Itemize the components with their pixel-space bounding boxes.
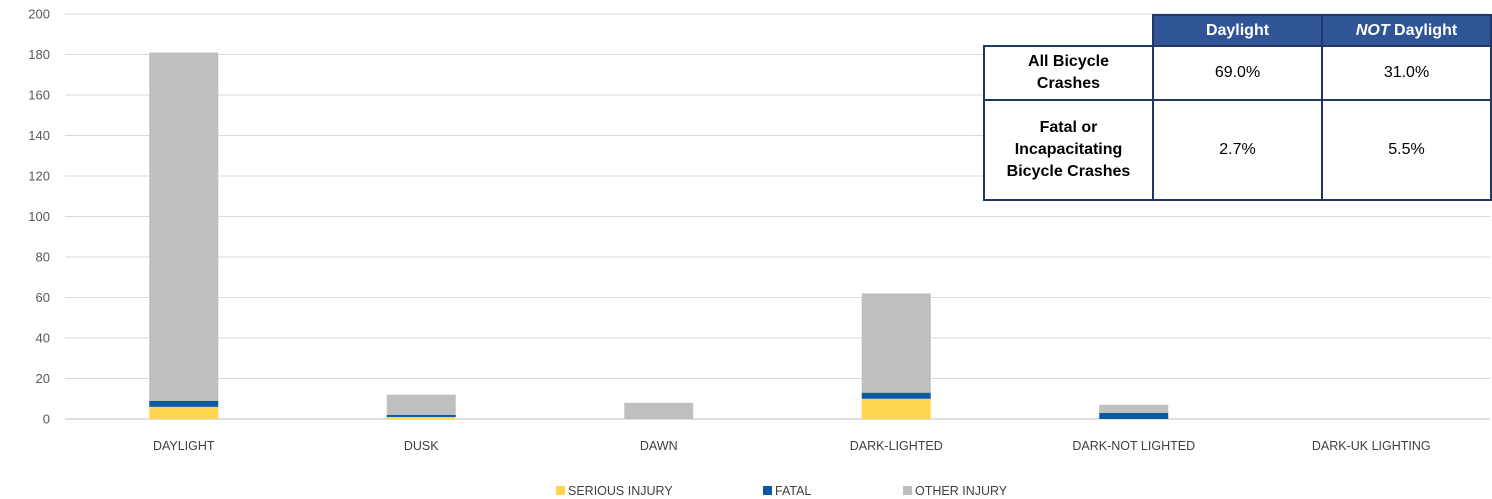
cell-all-daylight: 69.0% <box>1152 45 1323 101</box>
legend-swatch <box>763 486 772 495</box>
cell-fatal-daylight: 2.7% <box>1152 99 1323 201</box>
bar-segment-other-injury <box>149 52 219 401</box>
y-axis-tick-labels: 0 20 40 60 80 100 120 140 160 180 200 <box>28 7 50 427</box>
bar-segment-other-injury <box>861 293 931 393</box>
y-tick-label: 160 <box>28 88 50 103</box>
header-daylight: Daylight <box>1152 14 1323 47</box>
summary-table: Daylight NOT Daylight All Bicycle Crashes… <box>983 14 1492 201</box>
bar-segment-fatal <box>1099 412 1169 419</box>
header-not-daylight: NOT Daylight <box>1321 14 1492 47</box>
y-tick-label: 200 <box>28 7 50 22</box>
bars <box>149 52 1169 419</box>
legend-label: SERIOUS INJURY <box>568 484 673 498</box>
legend: SERIOUS INJURY FATAL OTHER INJURY <box>556 484 1008 498</box>
y-tick-label: 40 <box>36 331 50 346</box>
x-tick-label: DAWN <box>640 439 678 453</box>
x-tick-label: DAYLIGHT <box>153 439 215 453</box>
row-label-line: Fatal or Incapacitating <box>1014 119 1123 158</box>
y-tick-label: 80 <box>36 250 50 265</box>
bar-segment-fatal <box>861 392 931 399</box>
bar-segment-serious-injury <box>386 416 456 419</box>
x-tick-label: DARK-LIGHTED <box>850 439 943 453</box>
bar-segment-fatal <box>149 400 219 407</box>
table-header-row: Daylight NOT Daylight <box>984 14 1492 47</box>
legend-swatch <box>903 486 912 495</box>
header-not-emphasis: NOT <box>1355 21 1390 39</box>
x-tick-label: DARK-UK LIGHTING <box>1312 439 1431 453</box>
bar-segment-serious-injury <box>861 398 931 419</box>
row-label-line: Bicycle Crashes <box>1006 163 1131 180</box>
table-corner <box>984 15 1153 47</box>
legend-label: OTHER INJURY <box>915 484 1008 498</box>
header-not-daylight-rest: Daylight <box>1389 21 1458 39</box>
bar-segment-fatal <box>386 414 456 417</box>
y-tick-label: 20 <box>36 371 50 386</box>
row-label-line: All Bicycle <box>1028 53 1109 70</box>
legend-swatch <box>556 486 565 495</box>
table-row: Fatal or Incapacitating Bicycle Crashes 2… <box>983 99 1492 201</box>
row-label-fatal-incapacitating: Fatal or Incapacitating Bicycle Crashes <box>983 99 1154 201</box>
y-tick-label: 100 <box>28 209 50 224</box>
bar-segment-other-injury <box>624 402 694 419</box>
row-label-all-bicycle-crashes: All Bicycle Crashes <box>983 45 1154 101</box>
y-tick-label: 60 <box>36 290 50 305</box>
y-tick-label: 180 <box>28 47 50 62</box>
bar-segment-other-injury <box>386 394 456 415</box>
cell-all-not-daylight: 31.0% <box>1321 45 1492 101</box>
bar-segment-other-injury <box>1099 404 1169 413</box>
x-tick-label: DARK-NOT LIGHTED <box>1072 439 1195 453</box>
row-label-line: Crashes <box>1036 75 1101 92</box>
legend-label: FATAL <box>775 484 811 498</box>
x-axis-category-labels: DAYLIGHT DUSK DAWN DARK-LIGHTED DARK-NOT LIG… <box>153 439 1431 453</box>
cell-fatal-not-daylight: 5.5% <box>1321 99 1492 201</box>
table-row: All Bicycle Crashes 69.0% 31.0% <box>983 45 1492 101</box>
y-tick-label: 120 <box>28 169 50 184</box>
x-tick-label: DUSK <box>404 439 439 453</box>
y-tick-label: 0 <box>43 412 50 427</box>
y-tick-label: 140 <box>28 128 50 143</box>
bar-segment-serious-injury <box>149 406 219 419</box>
